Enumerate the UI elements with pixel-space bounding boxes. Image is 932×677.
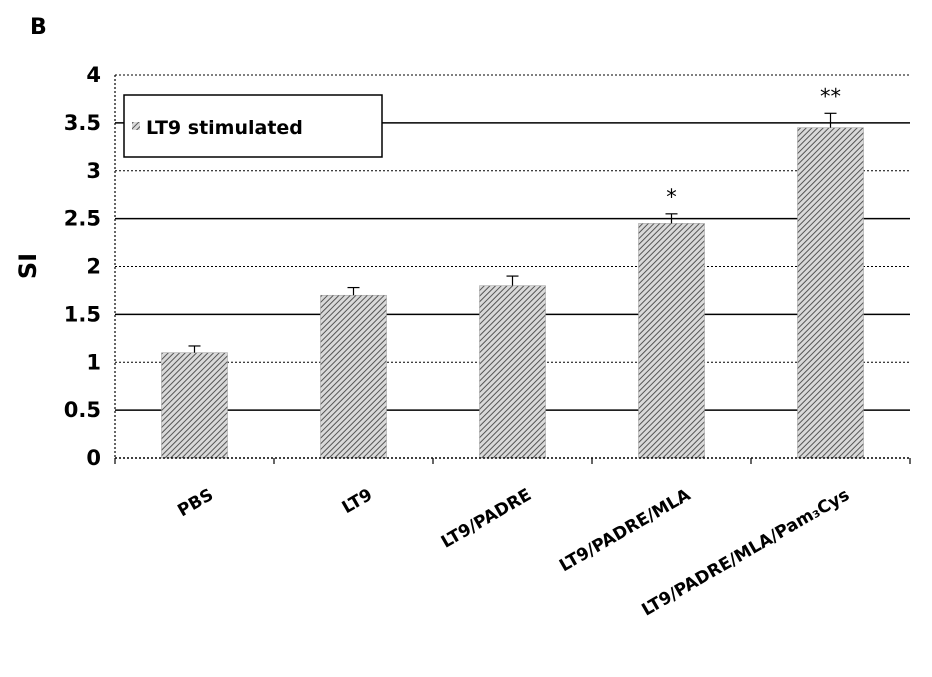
y-tick-label: 3	[86, 159, 101, 183]
significance-marker: **	[820, 84, 841, 108]
x-tick-label: LT9	[339, 485, 376, 518]
legend-label: LT9 stimulated	[146, 117, 303, 139]
x-axis-tick-labels: PBS LT9 LT9/PADRE LT9/PADRE/MLALT9/PADRE/ML…	[174, 485, 853, 621]
bar	[161, 352, 228, 459]
x-tick-label: LT9/PADRE	[438, 485, 535, 553]
y-tick-label: 1.5	[64, 302, 101, 326]
y-tick-label: 2.5	[64, 207, 101, 231]
x-tick-label: LT9/PADRE/MLA	[556, 485, 695, 577]
significance-markers: ***	[666, 84, 841, 209]
bar	[479, 285, 546, 459]
legend-box	[123, 94, 383, 158]
error-bars	[188, 112, 837, 353]
legend: LT9 stimulated	[123, 94, 383, 158]
y-tick-label: 2	[86, 255, 101, 279]
y-tick-label: 4	[86, 63, 101, 87]
y-tick-label: 0	[86, 446, 101, 470]
legend-swatch	[132, 122, 140, 130]
bar	[320, 294, 387, 459]
panel-label: B	[30, 15, 47, 40]
y-tick-label: 3.5	[64, 111, 101, 135]
y-tick-label: 1	[86, 350, 101, 374]
x-tick-label: PBS	[174, 485, 217, 521]
significance-marker: *	[666, 185, 677, 209]
x-axis	[114, 75, 911, 464]
y-tick-label: 0.5	[64, 398, 101, 422]
bar	[638, 223, 705, 459]
y-axis-label: SI	[14, 253, 42, 279]
bar	[797, 127, 864, 459]
y-axis-ticks: 0 0.5 1 1.5 2 2.5 3 3.5 4	[64, 63, 101, 470]
bars	[161, 127, 864, 459]
